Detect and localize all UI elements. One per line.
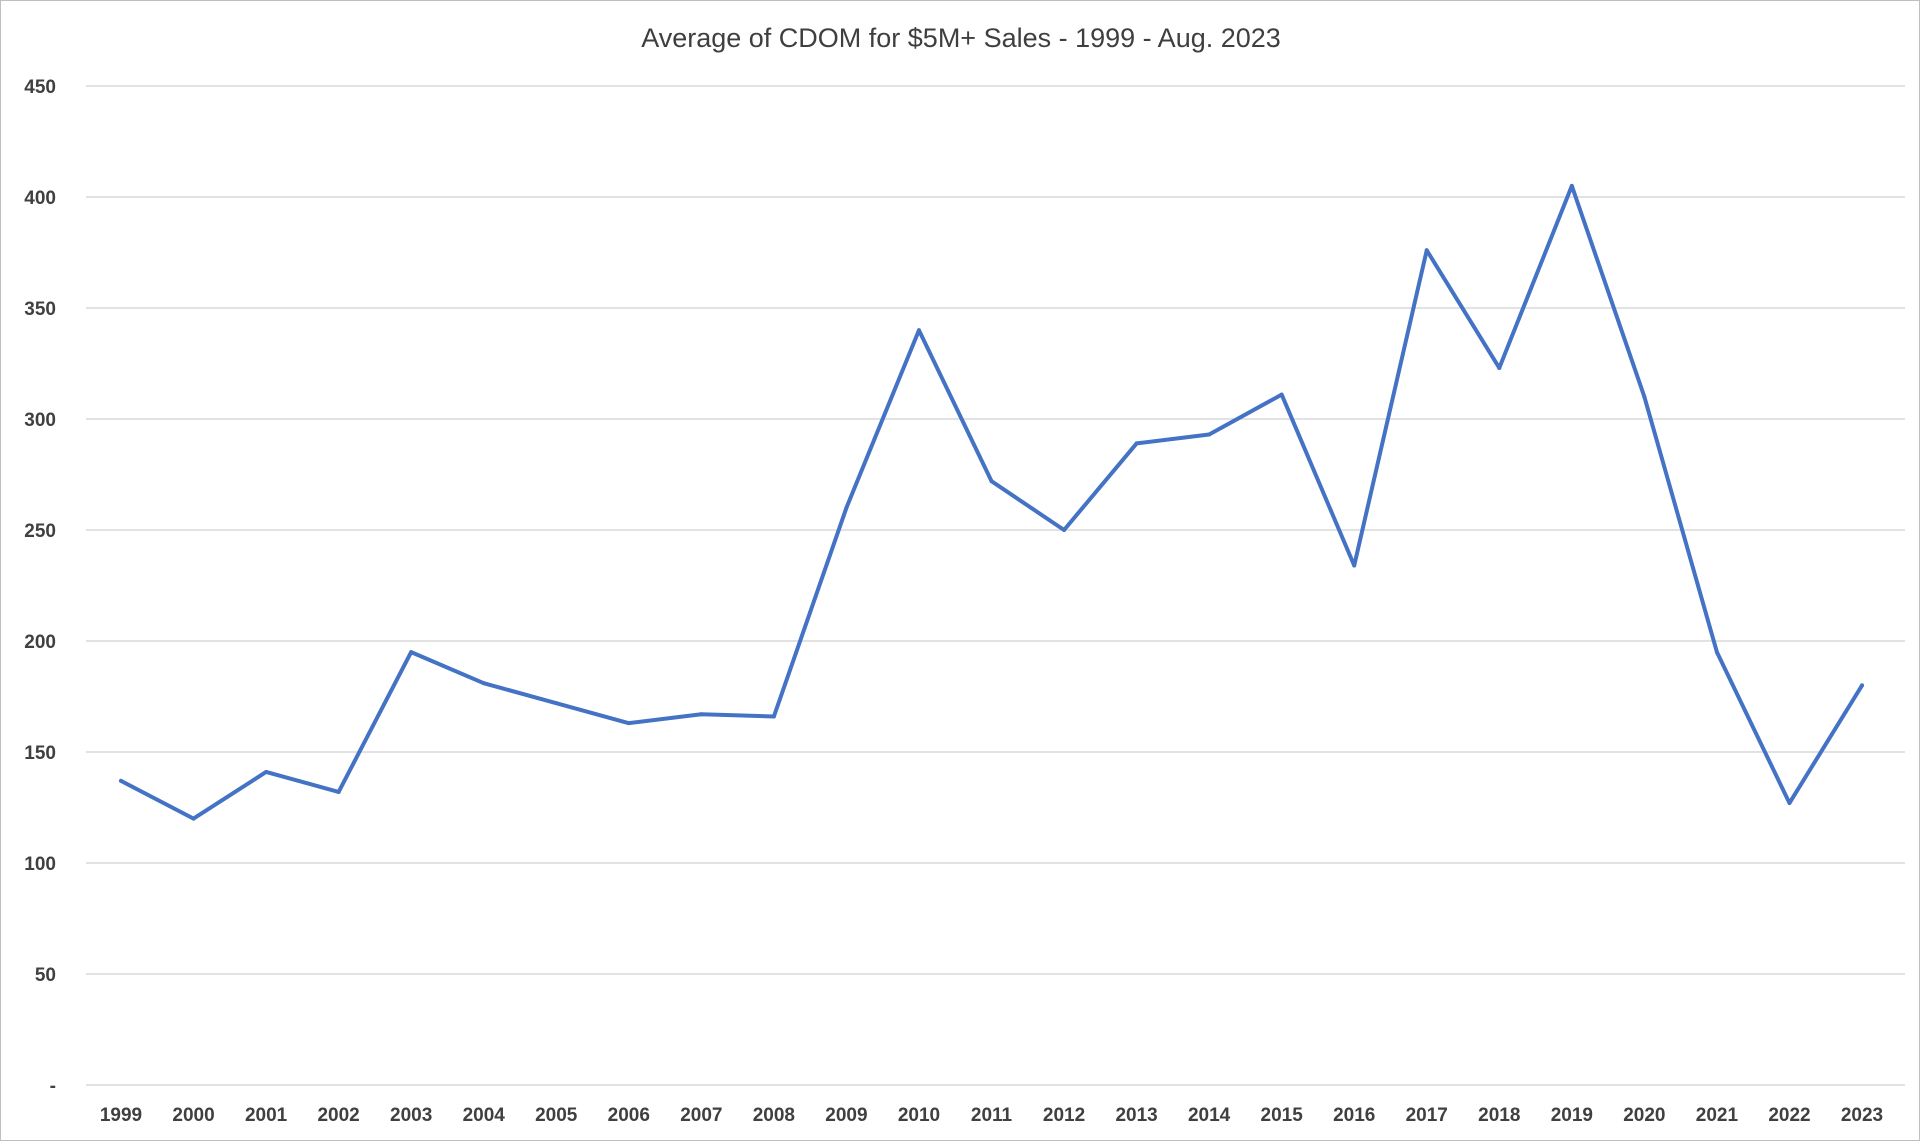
x-tick-label-2007: 2007 <box>680 1105 722 1126</box>
data-point-2017 <box>1424 248 1429 253</box>
x-tick-label-2005: 2005 <box>535 1105 578 1126</box>
data-point-2007 <box>699 712 704 717</box>
data-series <box>119 183 1864 821</box>
x-tick-label-2006: 2006 <box>608 1105 650 1126</box>
x-tick-label-2017: 2017 <box>1406 1105 1448 1126</box>
x-tick-label-2020: 2020 <box>1623 1105 1665 1126</box>
y-tick-label: - <box>50 1076 56 1097</box>
data-point-1999 <box>119 778 123 783</box>
y-tick-label: 200 <box>24 632 56 653</box>
x-axis-tick-labels: 1999 2000 2001 2002 2003 2004 2005 2006 2007 2008… <box>100 1105 1883 1126</box>
data-point-2016 <box>1352 563 1357 568</box>
chart-title: Average of CDOM for $5M+ Sales - 1999 - … <box>641 23 1281 53</box>
data-point-2009 <box>844 505 849 510</box>
x-tick-label-1999: 1999 <box>100 1105 142 1126</box>
data-point-2010 <box>916 328 921 333</box>
x-tick-label-2019: 2019 <box>1551 1105 1593 1126</box>
x-tick-label-2009: 2009 <box>825 1105 867 1126</box>
x-tick-label-2021: 2021 <box>1696 1105 1739 1126</box>
x-tick-label-2002: 2002 <box>317 1105 359 1126</box>
x-tick-label-2023: 2023 <box>1841 1105 1883 1126</box>
gridlines <box>86 85 1905 1086</box>
data-point-2018 <box>1497 365 1502 370</box>
data-point-2019 <box>1569 183 1574 188</box>
x-tick-label-2012: 2012 <box>1043 1105 1085 1126</box>
data-point-2011 <box>989 479 994 484</box>
data-point-2000 <box>191 816 196 821</box>
y-axis-tick-labels: 450 400 350 300 250 200 150 100 50 - <box>24 77 56 1097</box>
data-point-2012 <box>1062 528 1067 532</box>
data-point-2022 <box>1787 801 1792 806</box>
x-tick-label-2015: 2015 <box>1261 1105 1304 1126</box>
y-tick-label: 100 <box>24 854 56 875</box>
y-tick-label: 350 <box>24 299 56 320</box>
x-tick-label-2013: 2013 <box>1115 1105 1157 1126</box>
x-tick-label-2003: 2003 <box>390 1105 432 1126</box>
x-tick-label-2018: 2018 <box>1478 1105 1520 1126</box>
x-tick-label-2016: 2016 <box>1333 1105 1375 1126</box>
data-point-2013 <box>1134 441 1139 446</box>
x-tick-label-2022: 2022 <box>1768 1105 1810 1126</box>
data-point-2014 <box>1207 432 1212 437</box>
x-tick-label-2001: 2001 <box>245 1105 288 1126</box>
data-point-2023 <box>1860 683 1864 688</box>
x-tick-label-2014: 2014 <box>1188 1105 1231 1126</box>
data-point-2005 <box>554 701 559 706</box>
series-line-0 <box>119 183 1864 821</box>
data-point-2004 <box>481 681 486 686</box>
y-tick-label: 400 <box>24 188 56 209</box>
data-point-2008 <box>771 714 776 719</box>
data-point-2015 <box>1279 392 1284 397</box>
data-point-2003 <box>409 650 414 655</box>
data-point-2001 <box>264 769 269 774</box>
data-point-2006 <box>626 721 631 726</box>
y-tick-label: 450 <box>24 77 56 98</box>
y-tick-label: 50 <box>35 965 56 986</box>
data-point-2021 <box>1714 650 1719 655</box>
x-tick-label-2008: 2008 <box>753 1105 795 1126</box>
data-point-2002 <box>336 789 341 794</box>
y-tick-label: 150 <box>24 743 56 764</box>
y-tick-label: 250 <box>24 521 56 542</box>
x-tick-label-2010: 2010 <box>898 1105 940 1126</box>
data-point-2020 <box>1642 394 1647 399</box>
y-tick-label: 300 <box>24 410 56 431</box>
x-tick-label-2004: 2004 <box>463 1105 506 1126</box>
x-tick-label-2000: 2000 <box>172 1105 214 1126</box>
x-tick-label-2011: 2011 <box>971 1105 1013 1126</box>
